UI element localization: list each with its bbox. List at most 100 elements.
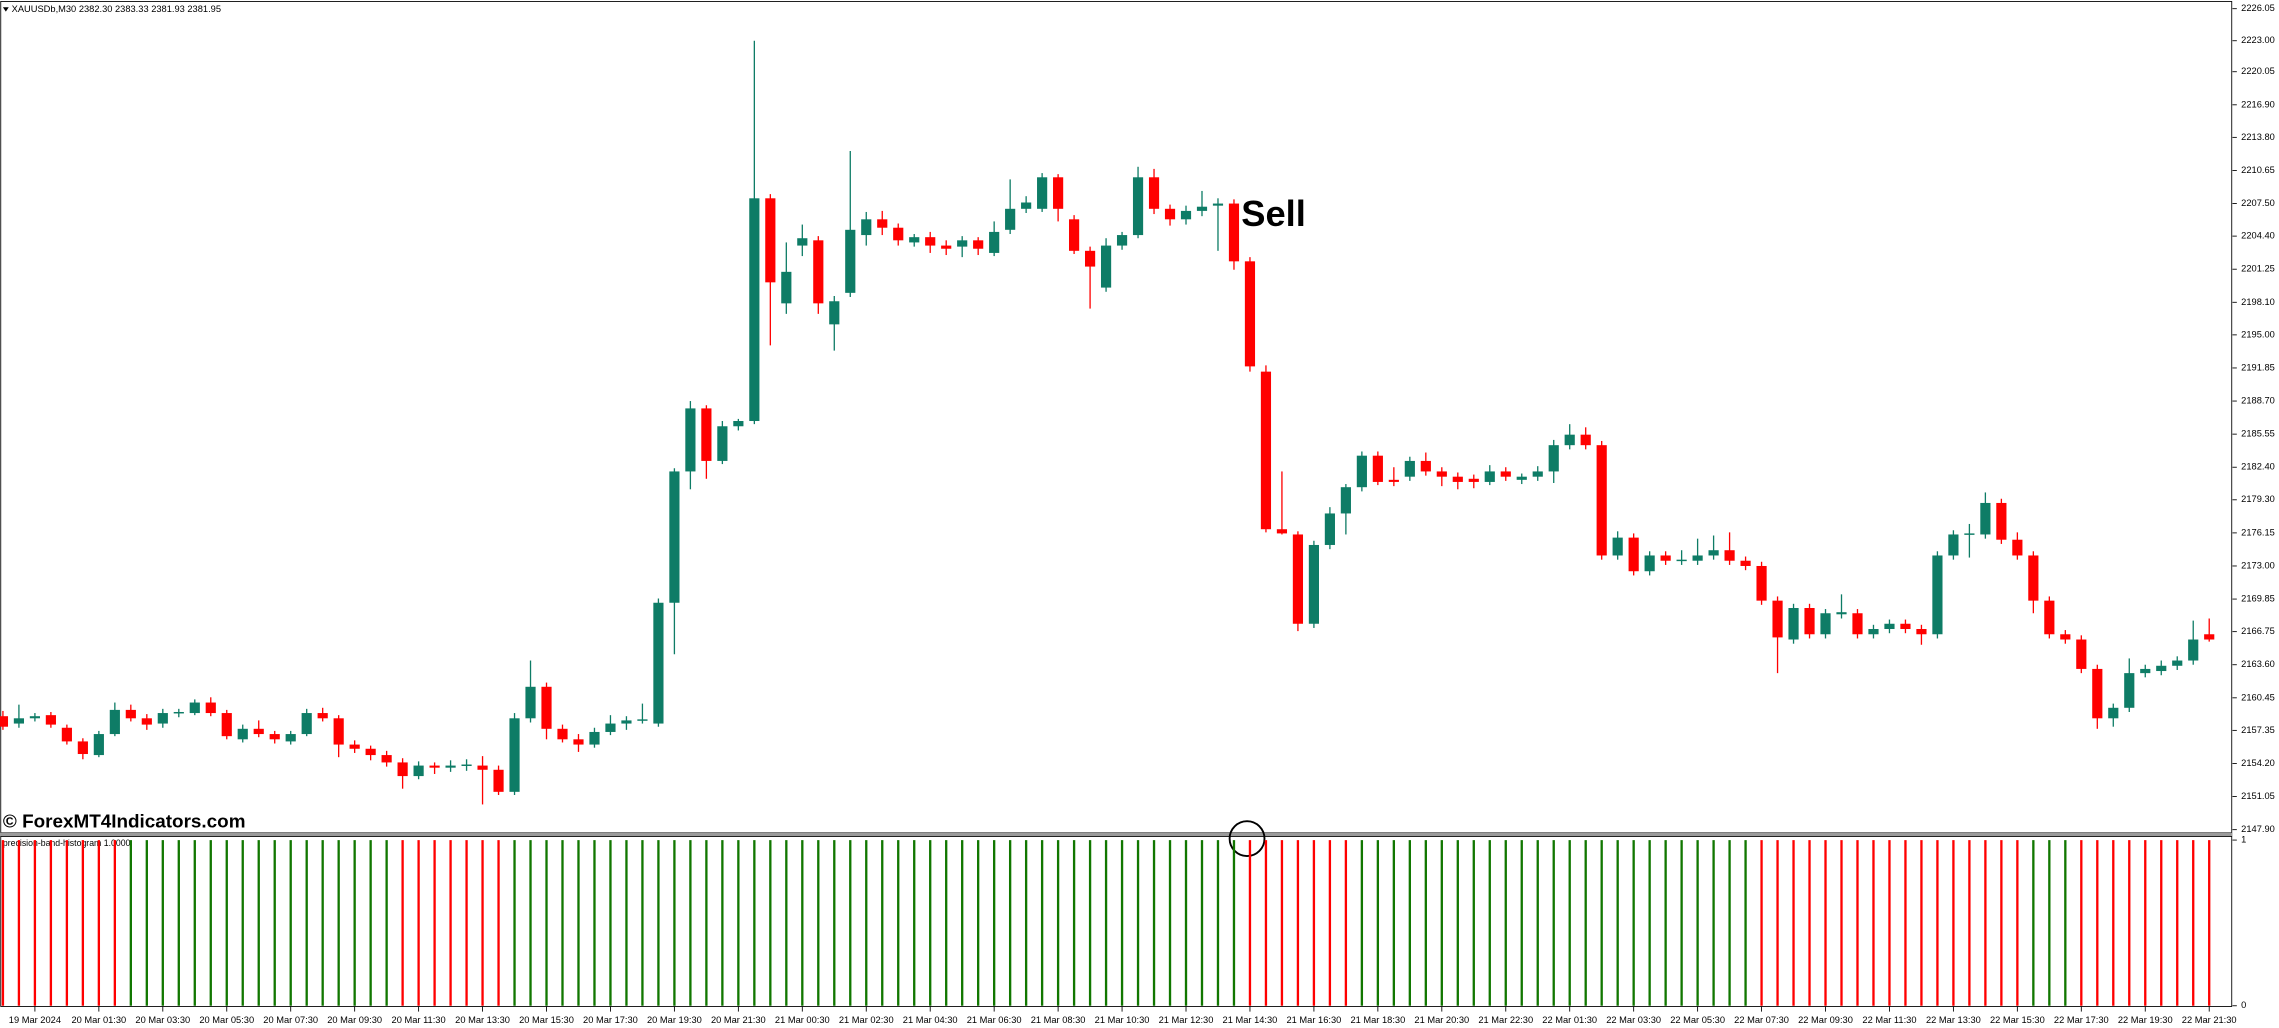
candle-body (477, 765, 488, 770)
candle-body (1836, 612, 1847, 615)
candle-body (541, 686, 552, 729)
candle-body (509, 718, 520, 792)
symbol-menu-icon[interactable] (2, 7, 9, 12)
sub-frame (0, 836, 2233, 1007)
y-tick-label: 2176.15 (2241, 527, 2275, 537)
y-tick-label: 2226.05 (2241, 3, 2275, 13)
candle-body (1996, 502, 2007, 540)
y-tick-label: 2223.00 (2241, 35, 2275, 45)
candle-body (1484, 471, 1495, 482)
candle-body (1021, 202, 1032, 209)
candle-body (1788, 607, 1799, 640)
candle-body (1580, 434, 1591, 446)
x-tick-label: 22 Mar 19:30 (2118, 1015, 2173, 1025)
window-separator (0, 832, 2233, 837)
candle-body (653, 602, 664, 724)
y-tick-label: 2188.70 (2241, 396, 2275, 406)
candle-body (157, 713, 168, 724)
x-tick-label: 22 Mar 09:30 (1798, 1015, 1853, 1025)
x-tick-label: 20 Mar 13:30 (455, 1015, 510, 1025)
candle-body (1948, 534, 1959, 556)
candle-body (13, 718, 25, 724)
candle-body (381, 755, 392, 763)
candle-body (1053, 177, 1064, 209)
candle-body (317, 713, 328, 719)
candle-body (1116, 235, 1128, 246)
candle-body (365, 748, 376, 756)
candle-body (2012, 539, 2023, 556)
candle-body (205, 702, 216, 714)
x-tick-label: 20 Mar 03:30 (135, 1015, 190, 1025)
y-tick-label: 2185.55 (2241, 429, 2275, 439)
candle-body (2140, 668, 2151, 674)
x-tick-label: 22 Mar 13:30 (1926, 1015, 1981, 1025)
x-tick-label: 21 Mar 06:30 (967, 1015, 1022, 1025)
candle-body (765, 198, 776, 283)
y-tick-label: 2204.40 (2241, 231, 2275, 241)
candle-body (109, 709, 120, 735)
candle-body (829, 301, 840, 325)
x-tick-label: 21 Mar 12:30 (1159, 1015, 1214, 1025)
candle-body (701, 408, 712, 461)
candle-body (1308, 544, 1319, 624)
candle-body (1196, 206, 1208, 211)
x-tick-label: 21 Mar 00:30 (775, 1015, 830, 1025)
candle-body (1868, 629, 1879, 635)
x-tick-label: 21 Mar 20:30 (1414, 1015, 1469, 1025)
candle-body (813, 240, 824, 304)
candle-body (1420, 460, 1431, 472)
x-tick-label: 21 Mar 22:30 (1478, 1015, 1533, 1025)
y-tick-label: 2195.00 (2241, 329, 2275, 339)
candle-body (797, 238, 808, 246)
y-tick-label: 2210.65 (2241, 165, 2275, 175)
candle-body (589, 731, 600, 745)
candle-body (1740, 560, 1751, 566)
x-tick-label: 22 Mar 05:30 (1670, 1015, 1725, 1025)
candle-body (1532, 471, 1543, 477)
candle-body (77, 741, 88, 755)
candle-body (2204, 634, 2215, 640)
candle-body (1452, 476, 1463, 482)
x-tick-label: 22 Mar 11:30 (1862, 1015, 1916, 1025)
candle-body (285, 734, 296, 742)
x-tick-label: 21 Mar 16:30 (1287, 1015, 1342, 1025)
candle-body (269, 734, 280, 740)
candle-body (1660, 555, 1671, 561)
candle-body (2108, 707, 2119, 719)
candle-body (1276, 529, 1288, 534)
candle-body (413, 765, 424, 777)
candle-body (301, 713, 312, 735)
x-tick-label: 20 Mar 15:30 (519, 1015, 574, 1025)
candle-body (733, 421, 744, 427)
candle-body (2156, 665, 2167, 672)
candle-body (1628, 537, 1639, 572)
candle-body (1037, 177, 1048, 209)
candle-body (1564, 434, 1575, 446)
candle-body (669, 471, 680, 603)
y-tick-label: 2151.05 (2241, 791, 2275, 801)
y-tick-label: 2201.25 (2241, 264, 2275, 274)
candle-body (1772, 600, 1783, 638)
candle-body (557, 728, 568, 740)
x-tick-label: 20 Mar 19:30 (647, 1015, 702, 1025)
y-tick-label: 1 (2241, 835, 2246, 845)
x-tick-label: 20 Mar 05:30 (199, 1015, 254, 1025)
candle-body (461, 764, 472, 766)
candle-body (61, 727, 72, 742)
y-tick-label: 2147.90 (2241, 824, 2275, 834)
x-tick-label: 22 Mar 03:30 (1606, 1015, 1661, 1025)
candle-body (1612, 537, 1623, 556)
candle-body (29, 716, 40, 719)
x-tick-label: 22 Mar 01:30 (1542, 1015, 1597, 1025)
candle-body (333, 718, 344, 745)
x-tick-label: 21 Mar 18:30 (1350, 1015, 1405, 1025)
candle-body (2172, 660, 2183, 666)
candle-body (1260, 371, 1272, 530)
signal-circle (1228, 820, 1266, 858)
candle-body (1548, 445, 1559, 472)
candle-body (237, 728, 248, 740)
y-tick-label: 2198.10 (2241, 297, 2275, 307)
x-tick-label: 20 Mar 07:30 (263, 1015, 318, 1025)
candle-body (2044, 600, 2055, 635)
